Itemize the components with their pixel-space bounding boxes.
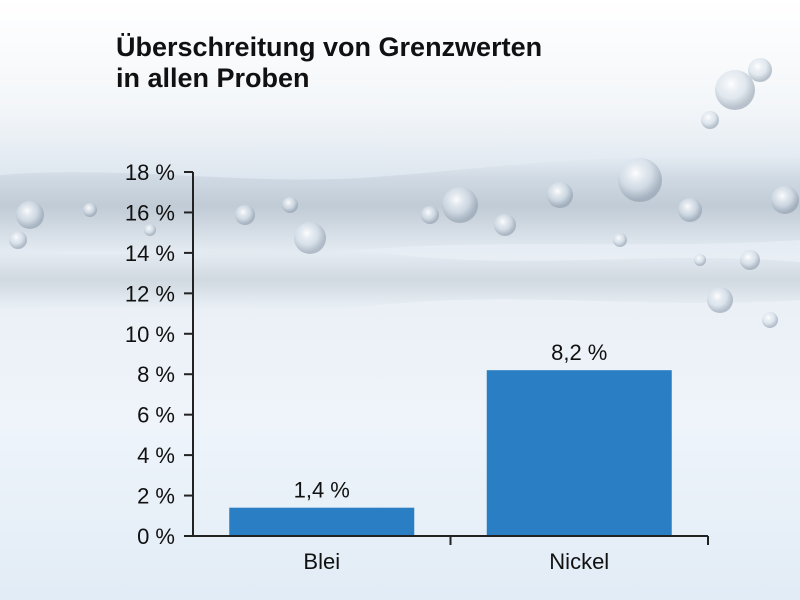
y-tick-label: 18 %: [125, 160, 175, 185]
x-axis: Blei Nickel: [193, 535, 709, 574]
y-tick-label: 6 %: [137, 403, 175, 428]
y-tick-label: 14 %: [125, 241, 175, 266]
data-label: 8,2 %: [551, 340, 607, 365]
chart-title-line-1: Überschreitung von Grenzwerten: [116, 32, 543, 62]
y-tick-label: 4 %: [137, 443, 175, 468]
y-tick-label: 8 %: [137, 362, 175, 387]
y-tick-label: 10 %: [125, 322, 175, 347]
y-tick-label: 2 %: [137, 484, 175, 509]
y-tick-label: 0 %: [137, 524, 175, 549]
x-tick-label: Blei: [303, 549, 340, 574]
chart-title-line-2: in allen Proben: [116, 63, 310, 93]
y-axis: 0 % 2 % 4 % 6 % 8 % 10 % 12 % 14 % 16 % 18 %: [125, 160, 194, 549]
bar-nickel: [486, 370, 672, 536]
bar-blei: [229, 507, 415, 536]
x-tick-label: Nickel: [549, 549, 609, 574]
chart-title: Überschreitung von Grenzwerten in allen …: [116, 32, 542, 94]
y-tick-label: 16 %: [125, 200, 175, 225]
y-tick-label: 12 %: [125, 281, 175, 306]
bars: 1,4 % 8,2 %: [229, 340, 672, 536]
data-label: 1,4 %: [294, 478, 350, 503]
